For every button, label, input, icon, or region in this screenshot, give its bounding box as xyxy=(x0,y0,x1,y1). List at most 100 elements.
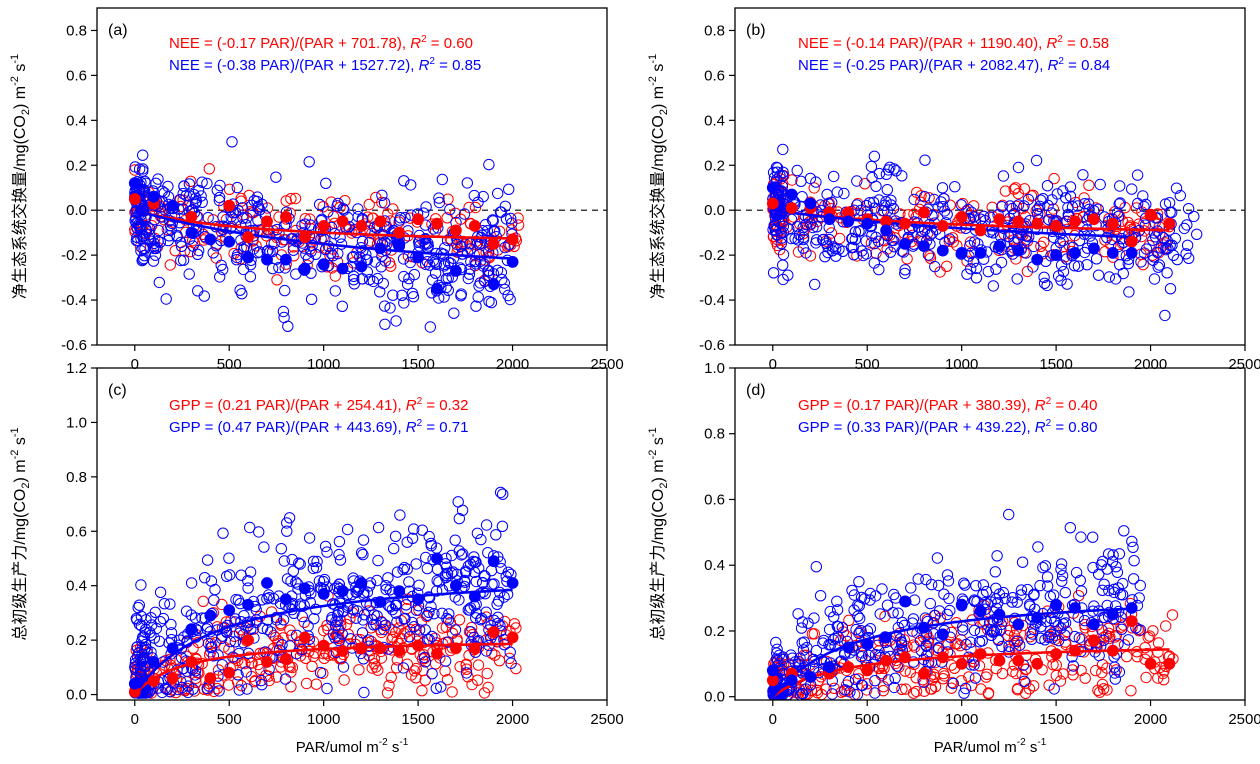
scatter-point xyxy=(945,682,958,694)
binned-mean-point xyxy=(1050,249,1062,262)
scatter-point xyxy=(253,246,266,258)
scatter-point xyxy=(495,562,507,575)
scatter-point xyxy=(470,300,482,312)
binned-mean-point xyxy=(1163,217,1176,230)
binned-mean-point xyxy=(766,181,779,194)
scatter-point xyxy=(370,191,382,204)
scatter-point xyxy=(441,567,453,579)
scatter-point xyxy=(449,207,462,220)
scatter-point xyxy=(331,200,343,212)
scatter-point xyxy=(189,197,202,209)
scatter-point xyxy=(379,300,391,312)
scatter-point xyxy=(1087,561,1099,574)
binned-mean-point xyxy=(1069,247,1081,259)
binned-mean-point xyxy=(487,238,500,250)
scatter-point xyxy=(192,285,204,297)
binned-mean-point xyxy=(450,579,462,592)
x-tick-label: 1000 xyxy=(945,711,978,728)
scatter-point xyxy=(453,512,465,525)
scatter-point xyxy=(1045,207,1058,219)
scatter-point xyxy=(479,588,491,600)
scatter-point xyxy=(1113,198,1125,210)
r-squared-symbol: R xyxy=(406,419,417,436)
y-tick-label: 0.8 xyxy=(66,469,87,486)
scatter-point xyxy=(774,191,787,204)
x-tick-label: 0 xyxy=(769,356,777,373)
scatter-point xyxy=(217,211,229,223)
scatter-point xyxy=(357,614,369,626)
scatter-point xyxy=(129,215,142,227)
binned-mean-point xyxy=(880,631,892,644)
binned-mean-point xyxy=(431,647,443,660)
binned-mean-point xyxy=(1125,602,1138,614)
scatter-point xyxy=(1111,207,1124,219)
scatter-point xyxy=(860,248,873,260)
scatter-point xyxy=(368,653,381,665)
scatter-point xyxy=(907,613,920,625)
scatter-point xyxy=(290,576,302,588)
scatter-point xyxy=(140,614,152,626)
y-tick-label: 0.6 xyxy=(66,67,87,84)
scatter-point xyxy=(968,624,981,637)
scatter-point xyxy=(1164,283,1177,295)
scatter-point xyxy=(357,534,370,546)
scatter-point xyxy=(1098,578,1110,590)
scatter-point xyxy=(1034,579,1046,592)
scatter-point xyxy=(973,660,986,672)
scatter-point xyxy=(454,661,466,673)
scatter-point xyxy=(413,579,425,591)
scatter-point xyxy=(216,659,228,671)
scatter-point xyxy=(1056,575,1068,587)
scatter-point xyxy=(240,666,253,678)
fit-equation-red: GPP = (0.17 PAR)/(PAR + 380.39), R2 = 0.… xyxy=(798,396,1097,414)
scatter-point xyxy=(425,540,437,552)
scatter-point xyxy=(1170,182,1183,194)
scatter-point xyxy=(386,633,398,646)
y-tick-label: 0.4 xyxy=(66,578,87,595)
binned-mean-point xyxy=(128,177,141,190)
scatter-point xyxy=(278,555,290,567)
scatter-point xyxy=(277,614,290,626)
scatter-point xyxy=(419,237,431,249)
scatter-point xyxy=(189,612,202,624)
scatter-point xyxy=(486,578,498,590)
scatter-point xyxy=(1011,596,1023,608)
scatter-point xyxy=(229,616,241,628)
scatter-point xyxy=(483,158,495,171)
scatter-point xyxy=(418,651,431,664)
scatter-point xyxy=(1159,309,1171,322)
scatter-point xyxy=(494,586,506,599)
scatter-point xyxy=(1011,273,1023,285)
scatter-point xyxy=(440,273,452,285)
scatter-point xyxy=(995,256,1008,269)
scatter-point xyxy=(1039,560,1052,572)
binned-mean-point xyxy=(785,674,798,687)
scatter-point xyxy=(1123,286,1135,298)
scatter-point xyxy=(468,189,480,202)
scatter-point xyxy=(371,574,383,587)
scatter-point xyxy=(408,268,421,281)
scatter-point xyxy=(397,253,410,265)
binned-mean-point xyxy=(280,211,292,223)
scatter-point xyxy=(230,593,242,606)
scatter-point xyxy=(449,591,461,603)
scatter-point xyxy=(1188,210,1200,223)
scatter-point xyxy=(495,266,507,279)
scatter-point xyxy=(959,682,972,695)
scatter-point xyxy=(1092,203,1104,215)
scatter-point xyxy=(887,607,899,619)
scatter-point xyxy=(1127,573,1140,585)
scatter-point xyxy=(370,618,382,631)
scatter-point xyxy=(175,240,188,253)
scatter-point xyxy=(429,267,442,279)
scatter-point xyxy=(970,262,983,275)
scatter-point xyxy=(276,236,288,248)
y-tick-label: 0.0 xyxy=(66,687,87,704)
scatter-point xyxy=(472,659,485,671)
scatter-point xyxy=(977,588,989,601)
scatter-point xyxy=(164,685,176,698)
scatter-point xyxy=(1055,274,1067,286)
scatter-point xyxy=(1103,271,1116,283)
scatter-point xyxy=(451,238,463,251)
scatter-point xyxy=(1171,253,1184,266)
